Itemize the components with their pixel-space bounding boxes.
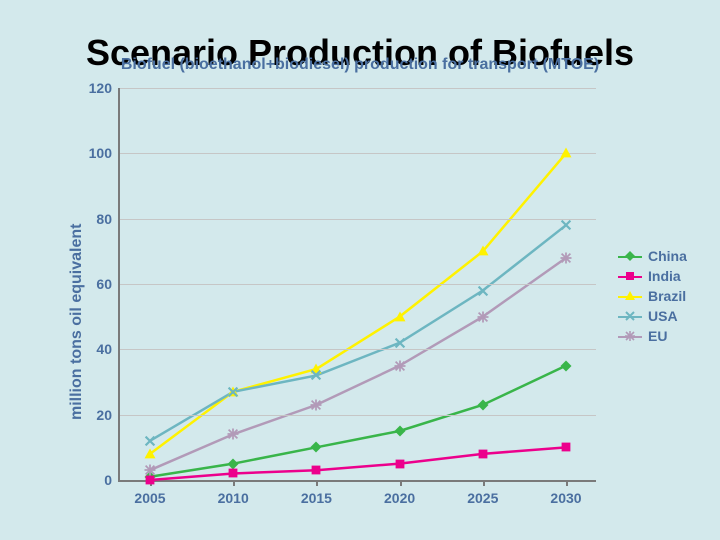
gridline — [120, 153, 596, 154]
y-tick-label: 80 — [96, 211, 112, 227]
series-marker-eu — [228, 429, 239, 440]
legend-swatch — [618, 269, 642, 283]
x-tick-label: 2015 — [301, 490, 332, 506]
biofuels-chart: 020406080100120200520102015202020252030 … — [0, 0, 720, 540]
series-marker-china — [394, 426, 405, 437]
x-tick-label: 2005 — [134, 490, 165, 506]
gridline — [120, 349, 596, 350]
y-tick-label: 40 — [96, 341, 112, 357]
y-tick-label: 60 — [96, 276, 112, 292]
legend-swatch — [618, 249, 642, 263]
series-marker-usa — [228, 386, 239, 397]
legend-label: China — [648, 248, 687, 264]
series-marker-brazil — [477, 246, 488, 257]
series-marker-china — [561, 360, 572, 371]
legend-item-usa: USA — [618, 308, 687, 324]
x-tick — [566, 480, 568, 486]
gridline — [120, 219, 596, 220]
y-tick-label: 0 — [104, 472, 112, 488]
x-tick — [233, 480, 235, 486]
gridline — [120, 88, 596, 89]
legend-label: India — [648, 268, 681, 284]
x-tick-label: 2020 — [384, 490, 415, 506]
series-marker-usa — [561, 220, 572, 231]
legend-swatch — [618, 329, 642, 343]
series-marker-usa — [311, 370, 322, 381]
x-tick-label: 2030 — [550, 490, 581, 506]
series-marker-eu — [394, 360, 405, 371]
legend-label: EU — [648, 328, 667, 344]
series-marker-china — [477, 399, 488, 410]
series-marker-brazil — [394, 311, 405, 322]
legend-swatch — [618, 309, 642, 323]
gridline — [120, 284, 596, 285]
gridline — [120, 415, 596, 416]
x-tick — [316, 480, 318, 486]
series-marker-brazil — [561, 148, 572, 159]
y-tick-label: 120 — [89, 80, 112, 96]
series-marker-usa — [394, 337, 405, 348]
x-tick-label: 2010 — [218, 490, 249, 506]
series-line-india — [150, 447, 566, 480]
series-marker-usa — [145, 435, 156, 446]
x-tick — [400, 480, 402, 486]
series-marker-india — [311, 465, 322, 476]
legend-item-eu: EU — [618, 328, 687, 344]
series-marker-brazil — [145, 448, 156, 459]
series-marker-china — [311, 442, 322, 453]
series-line-brazil — [150, 153, 566, 454]
legend-swatch — [618, 289, 642, 303]
y-axis-label: million tons oil equivalent — [68, 224, 86, 420]
legend-item-china: China — [618, 248, 687, 264]
legend-item-india: India — [618, 268, 687, 284]
series-marker-eu — [477, 311, 488, 322]
series-marker-eu — [311, 399, 322, 410]
series-marker-india — [477, 448, 488, 459]
x-tick-label: 2025 — [467, 490, 498, 506]
plot-area: 020406080100120200520102015202020252030 — [118, 88, 596, 482]
series-marker-india — [561, 442, 572, 453]
series-marker-usa — [477, 285, 488, 296]
series-line-china — [150, 366, 566, 477]
legend-label: USA — [648, 308, 678, 324]
legend-item-brazil: Brazil — [618, 288, 687, 304]
series-marker-eu — [145, 465, 156, 476]
series-marker-eu — [561, 252, 572, 263]
series-marker-india — [145, 475, 156, 486]
x-tick — [483, 480, 485, 486]
series-marker-india — [228, 468, 239, 479]
chart-legend: China India Brazil USA EU — [618, 248, 687, 348]
legend-label: Brazil — [648, 288, 686, 304]
series-marker-india — [394, 458, 405, 469]
y-tick-label: 100 — [89, 145, 112, 161]
y-tick-label: 20 — [96, 407, 112, 423]
